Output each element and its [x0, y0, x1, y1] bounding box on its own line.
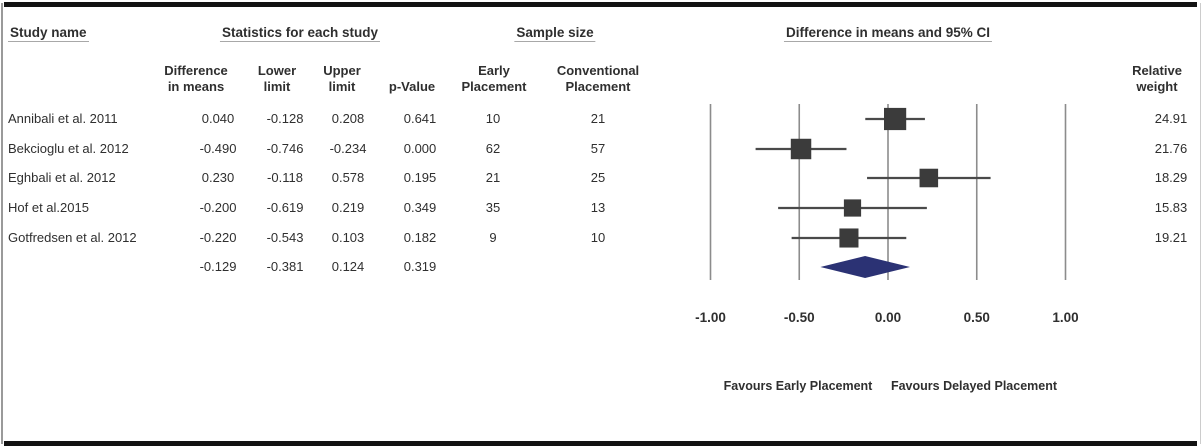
diff-means-cell: 0.230: [201, 170, 235, 185]
column-header-line: Early: [478, 63, 510, 78]
column-header-line: Relative: [1132, 63, 1182, 78]
study-name-header: Study name: [8, 25, 89, 42]
lower-limit-cell: -0.118: [267, 170, 303, 185]
relative-weight-cell: 19.21: [1154, 230, 1188, 245]
column-header-line: weight: [1136, 79, 1178, 94]
axis-tick-label: -1.00: [695, 310, 726, 325]
study-point-square: [790, 138, 812, 160]
column-header-line: Placement: [461, 79, 527, 94]
column-header-line: in means: [167, 79, 225, 94]
conventional-placement-n-cell: 25: [590, 170, 606, 185]
study-name-cell: Bekcioglu et al. 2012: [8, 141, 129, 156]
lower-limit-cell: -0.543: [266, 230, 304, 245]
upper-limit-cell: -0.234: [329, 141, 367, 156]
column-header-line: Lower: [257, 63, 297, 78]
lower-limit-cell: -0.128: [266, 111, 304, 126]
overall-upper-limit-cell: 0.124: [331, 259, 365, 274]
conventional-placement-n-cell: 21: [590, 111, 606, 126]
column-header-line: Difference: [164, 63, 228, 78]
p-value-cell: 0.195: [403, 170, 437, 185]
column-header-early-placement: Early Placement: [461, 63, 526, 95]
column-header-relative-weight: Relative weight: [1132, 63, 1182, 95]
relative-weight-cell: 24.91: [1154, 111, 1188, 126]
column-header-conventional-placement: Conventional Placement: [557, 63, 639, 95]
statistics-group-header: Statistics for each study: [219, 25, 381, 42]
figure-top-border: [4, 2, 1197, 7]
study-name-cell: Gotfredsen et al. 2012: [8, 230, 137, 245]
upper-limit-cell: 0.578: [331, 170, 365, 185]
lower-limit-cell: -0.746: [266, 141, 304, 156]
early-placement-n-cell: 9: [489, 230, 497, 245]
axis-tick-label: -0.50: [784, 310, 815, 325]
diff-means-cell: -0.490: [199, 141, 237, 156]
p-value-cell: 0.641: [403, 111, 437, 126]
study-point-square: [843, 199, 862, 217]
early-placement-n-cell: 62: [485, 141, 501, 156]
column-header-lower-limit: Lower limit: [258, 63, 296, 95]
axis-tick-label: 0.50: [964, 310, 990, 325]
study-name-cell: Hof et al.2015: [8, 200, 89, 215]
column-header-line: limit: [328, 79, 356, 94]
column-header-line: Placement: [565, 79, 631, 94]
p-value-cell: 0.182: [403, 230, 437, 245]
figure-bottom-border: [4, 441, 1197, 446]
overall-lower-limit-cell: -0.381: [266, 259, 304, 274]
study-point-square: [883, 107, 907, 131]
plot-group-header: Difference in means and 95% CI: [783, 25, 993, 42]
favours-delayed-placement-label: Favours Delayed Placement: [891, 379, 1058, 393]
favours-early-placement-label: Favours Early Placement: [724, 379, 874, 393]
early-placement-n-cell: 35: [485, 200, 501, 215]
study-point-square: [919, 168, 939, 188]
column-header-p-value: p-Value: [388, 79, 436, 94]
study-name-cell: Eghbali et al. 2012: [8, 170, 116, 185]
diff-means-cell: -0.220: [199, 230, 237, 245]
figure-left-border: [1, 3, 3, 444]
p-value-cell: 0.000: [403, 141, 437, 156]
column-header-line: Conventional: [556, 63, 640, 78]
upper-limit-cell: 0.219: [331, 200, 365, 215]
study-name-cell: Annibali et al. 2011: [8, 111, 118, 126]
upper-limit-cell: 0.103: [331, 230, 365, 245]
conventional-placement-n-cell: 57: [590, 141, 606, 156]
conventional-placement-n-cell: 10: [590, 230, 606, 245]
study-point-square: [839, 228, 859, 248]
early-placement-n-cell: 21: [485, 170, 501, 185]
column-header-upper-limit: Upper limit: [323, 63, 361, 95]
relative-weight-cell: 21.76: [1154, 141, 1188, 156]
relative-weight-cell: 18.29: [1154, 170, 1188, 185]
early-placement-n-cell: 10: [485, 111, 501, 126]
diff-means-cell: 0.040: [201, 111, 235, 126]
relative-weight-cell: 15.83: [1154, 200, 1188, 215]
overall-diff-means-cell: -0.129: [199, 259, 237, 274]
diff-means-cell: -0.200: [199, 200, 237, 215]
sample-size-group-header: Sample size: [514, 25, 596, 42]
axis-tick-label: 0.00: [875, 310, 901, 325]
column-header-line: Upper: [323, 63, 361, 78]
axis-tick-label: 1.00: [1052, 310, 1078, 325]
column-header-difference-in-means: Difference in means: [164, 63, 228, 95]
lower-limit-cell: -0.619: [266, 200, 304, 215]
column-header-line: limit: [263, 79, 291, 94]
pooled-estimate-diamond: [820, 256, 911, 278]
conventional-placement-n-cell: 13: [590, 200, 606, 215]
upper-limit-cell: 0.208: [331, 111, 365, 126]
overall-p-value-cell: 0.319: [403, 259, 437, 274]
p-value-cell: 0.349: [403, 200, 437, 215]
